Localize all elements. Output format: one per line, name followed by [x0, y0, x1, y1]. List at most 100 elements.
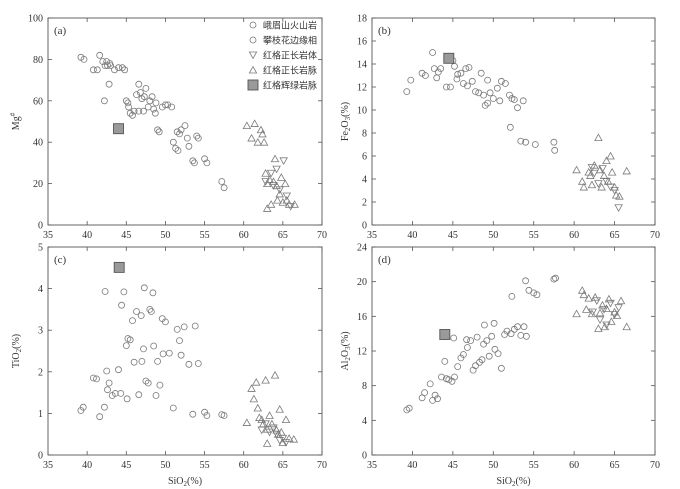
data-point: [599, 305, 609, 314]
data-point: [507, 330, 515, 338]
data-point: [261, 375, 270, 384]
data-point: [603, 177, 613, 185]
x-tick-label: 50: [160, 460, 170, 471]
y-tick-label: 6: [362, 152, 367, 163]
data-point: [600, 322, 610, 331]
data-point: [265, 411, 274, 419]
data-point: [133, 308, 140, 315]
data-point: [533, 291, 541, 299]
x-tick-label: 45: [448, 230, 458, 241]
series-square: [443, 52, 455, 64]
series-tri-up: [572, 133, 631, 200]
data-point: [172, 144, 180, 152]
data-point: [606, 299, 615, 308]
data-point: [140, 107, 147, 115]
data-point: [176, 130, 183, 138]
data-point: [122, 97, 130, 105]
y-tick-label: 2: [362, 198, 367, 209]
data-point: [607, 167, 617, 176]
data-point: [485, 352, 493, 360]
data-point: [429, 49, 437, 56]
data-point: [247, 384, 256, 392]
y-tick-label: 2: [38, 367, 43, 378]
data-point: [552, 274, 559, 282]
data-point: [267, 419, 277, 428]
series-circle: [403, 274, 559, 414]
data-point: [463, 82, 471, 90]
data-point: [522, 277, 529, 285]
data-point: [266, 169, 276, 178]
data-point: [155, 128, 163, 136]
data-point: [180, 323, 188, 331]
data-point: [136, 89, 144, 96]
data-point: [129, 317, 136, 325]
plot-frame: [371, 246, 656, 456]
data-point: [261, 178, 270, 186]
data-point: [142, 85, 150, 92]
series-circle: [426, 319, 530, 388]
data-point: [80, 56, 88, 63]
data-point: [467, 337, 475, 345]
data-point: [514, 104, 521, 112]
data-point: [282, 192, 292, 201]
y-tick-label: 80: [33, 55, 43, 66]
data-point: [480, 91, 488, 99]
data-point: [126, 336, 134, 344]
x-tick-label: 35: [367, 230, 377, 241]
data-point: [101, 288, 109, 295]
data-point: [138, 95, 146, 103]
data-point: [622, 322, 631, 331]
data-point: [269, 424, 278, 433]
x-tick-label: 60: [569, 230, 579, 241]
data-point: [530, 289, 538, 297]
data-point: [275, 405, 285, 413]
data-point: [590, 293, 600, 301]
data-point: [173, 325, 181, 333]
plot-frame: [47, 17, 323, 226]
data-point: [259, 137, 269, 146]
data-point: [519, 97, 527, 105]
data-point: [168, 103, 176, 111]
x-tick-label: 35: [43, 460, 53, 471]
data-point: [203, 159, 211, 167]
data-point: [121, 66, 129, 74]
data-point: [113, 123, 124, 135]
data-point: [510, 96, 518, 103]
data-point: [251, 377, 261, 386]
data-point: [107, 62, 114, 69]
y-tick-label: 12: [357, 83, 367, 94]
data-point: [123, 395, 131, 403]
data-point: [607, 317, 616, 325]
data-point: [266, 200, 276, 208]
data-point: [477, 69, 485, 77]
data-point: [261, 420, 270, 429]
x-axis-label: SiO2(%): [168, 476, 202, 488]
data-point: [129, 111, 136, 119]
x-tick-label: 40: [407, 460, 417, 471]
x-tick-label: 50: [488, 460, 498, 471]
data-point: [451, 62, 458, 70]
data-point: [284, 434, 294, 442]
data-point: [405, 404, 413, 412]
data-point: [148, 93, 156, 101]
data-point: [133, 91, 140, 98]
data-point: [616, 296, 626, 305]
data-point: [96, 51, 104, 59]
data-point: [183, 134, 191, 142]
data-point: [194, 360, 202, 367]
legend-marker-square: [247, 79, 259, 91]
data-point: [463, 336, 471, 344]
data-point: [152, 392, 160, 399]
data-point: [279, 157, 288, 166]
data-point: [594, 324, 603, 332]
data-point: [203, 412, 211, 419]
data-point: [484, 99, 492, 107]
data-point: [275, 189, 285, 198]
data-point: [96, 413, 104, 421]
data-point: [441, 357, 449, 365]
data-point: [453, 75, 461, 83]
data-point: [250, 119, 259, 127]
data-point: [101, 97, 108, 105]
data-point: [161, 101, 169, 109]
data-point: [150, 105, 158, 113]
